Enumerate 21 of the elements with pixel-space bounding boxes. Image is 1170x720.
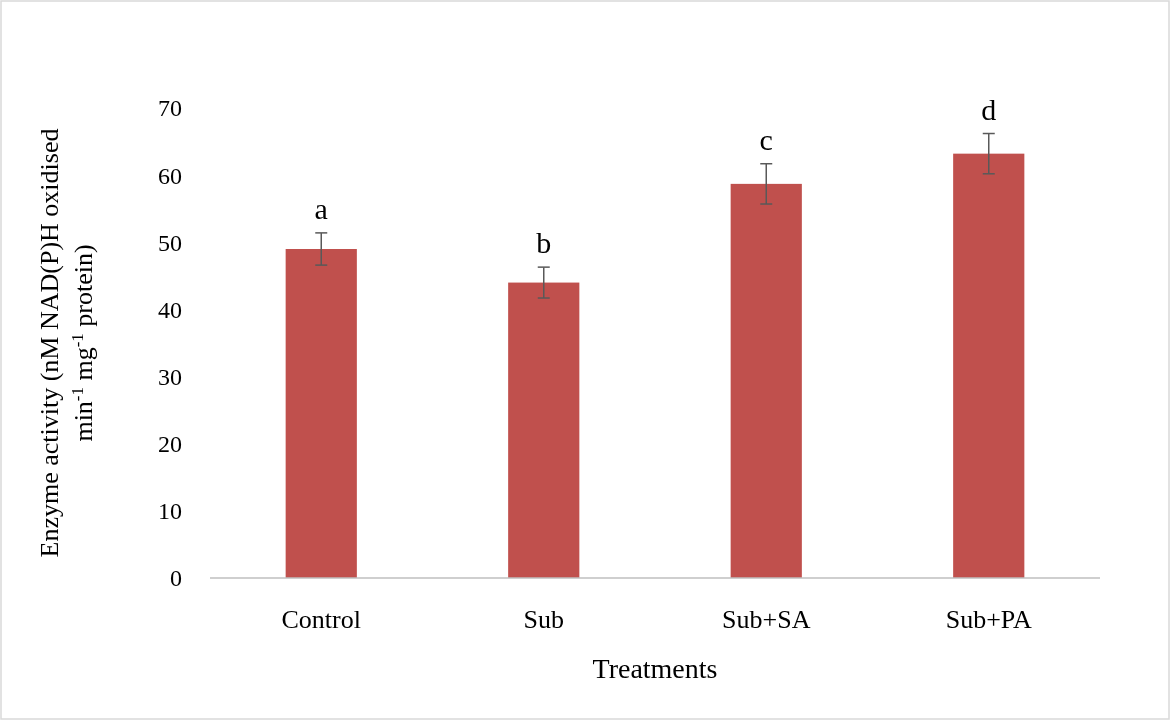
x-tick-label: Control [281, 605, 361, 634]
annotation: b [536, 226, 552, 260]
x-tick-label: Sub+SA [722, 605, 811, 634]
annotation: d [981, 92, 997, 126]
y-tick-label: 40 [158, 296, 182, 323]
y-tick-label: 20 [158, 431, 182, 458]
y-tick-label: 0 [170, 565, 182, 592]
annotation: a [314, 191, 328, 225]
bar [953, 153, 1025, 578]
y-tick-label: 70 [158, 95, 182, 122]
x-tick-label: Sub+PA [945, 605, 1032, 634]
bar [508, 282, 580, 578]
bar [730, 183, 802, 578]
y-tick-label: 60 [158, 162, 182, 189]
y-tick-label: 30 [158, 363, 182, 390]
y-tick-label: 10 [158, 498, 182, 525]
x-tick-label: Sub [523, 605, 564, 634]
y-tick-label: 50 [158, 229, 182, 256]
annotation: c [759, 122, 773, 156]
bar [285, 249, 357, 578]
x-axis-title: Treatments [592, 653, 718, 684]
